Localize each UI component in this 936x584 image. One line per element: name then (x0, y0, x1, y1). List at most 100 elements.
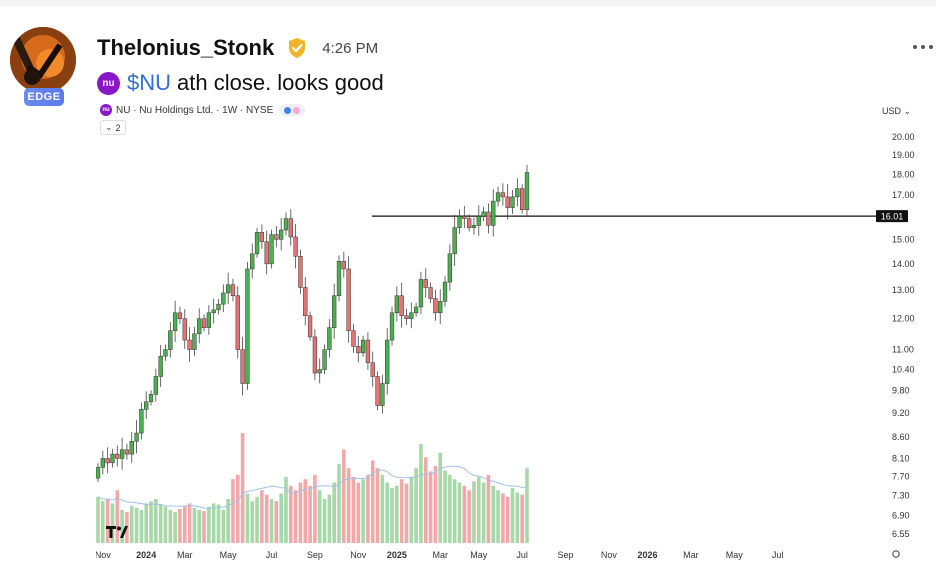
volume-bar (317, 490, 322, 543)
candle-body (163, 349, 168, 357)
tradingview-logo-icon (106, 526, 128, 538)
post-body: nu $NU ath close. looks good (97, 68, 384, 98)
indicator-dot-icon (293, 106, 301, 114)
volume-bar (298, 482, 303, 543)
volume-bar (525, 468, 529, 543)
candle-body (134, 432, 139, 442)
currency-selector[interactable]: USD ⌄ (882, 106, 911, 117)
candle-body (307, 315, 313, 338)
chart-settings-icon[interactable] (892, 550, 900, 558)
volume-bar (510, 488, 515, 543)
candle-body (264, 241, 269, 265)
volume-bar (134, 507, 139, 543)
candle-body (250, 253, 255, 270)
y-axis-tick-label: 11.00 (892, 345, 914, 355)
volume-bar (129, 505, 134, 543)
candle-body (240, 349, 245, 384)
post-timestamp[interactable]: 4:26 PM (322, 39, 379, 57)
volume-average-line (97, 465, 528, 509)
candle-body (230, 284, 236, 296)
volume-bar (472, 481, 476, 543)
candle-body (471, 225, 477, 228)
volume-bar (428, 471, 433, 543)
y-axis-tick-label: 15.00 (892, 234, 915, 244)
candle-body (187, 339, 192, 350)
volume-bar (101, 501, 105, 543)
candle-body (365, 339, 371, 364)
user-avatar[interactable] (10, 27, 76, 93)
chart-image[interactable]: 16.01 20.00 19.00 18.00 17.00 15.00 14.00 13.00… (96, 100, 936, 570)
candle-body (327, 327, 332, 350)
candle-body (235, 295, 240, 350)
volume-bar (120, 510, 124, 543)
candle-body (158, 355, 163, 377)
volume-bar (361, 479, 365, 543)
candle-body (351, 330, 356, 347)
volume-bar (486, 474, 491, 543)
x-axis-tick-label: Nov (96, 550, 111, 560)
candle-body (491, 200, 496, 226)
volume-bar (255, 496, 259, 543)
volume-bar (279, 493, 283, 543)
candle-body (288, 218, 293, 238)
indicator-status-pill (279, 104, 306, 116)
candle-body (206, 312, 212, 328)
candle-body (254, 232, 260, 255)
currency-label: USD (882, 106, 902, 116)
volume-bar (269, 499, 274, 543)
chart-symbol-header: nu NU · Nu Holdings Ltd. · 1W · NYSE (100, 104, 306, 116)
candle-body (312, 336, 318, 374)
candle-body (211, 309, 216, 314)
volume-bar (380, 474, 385, 543)
volume-bar (192, 507, 197, 543)
volume-bar (264, 494, 269, 543)
volume-bar (443, 470, 447, 543)
nu-logo-icon: nu (97, 71, 120, 95)
x-axis-tick-label: Jul (266, 550, 278, 560)
y-axis-tick-label: 6.55 (892, 529, 910, 539)
volume-bar (211, 503, 216, 543)
volume-bar (187, 503, 192, 543)
indicator-dot-icon (284, 106, 292, 114)
candle-body (259, 232, 265, 242)
volume-bar (385, 482, 389, 543)
volume-bar (168, 510, 173, 543)
more-options-icon[interactable] (912, 42, 936, 52)
candle-body (404, 315, 409, 319)
volume-bar (390, 488, 394, 543)
candle-body (172, 312, 178, 331)
candle-body (524, 172, 530, 211)
volume-bar (438, 452, 443, 543)
chart-symbol-text: NU · Nu Holdings Ltd. · 1W · NYSE (116, 104, 274, 116)
candle-body (500, 192, 506, 198)
volume-bar (284, 477, 288, 543)
y-axis-tick-label: 17.00 (892, 190, 915, 200)
volume-bar (274, 501, 279, 543)
volume-bar (375, 468, 380, 543)
candle-body (221, 292, 226, 305)
volume-bar (356, 482, 361, 543)
x-axis-tick-label: Sep (558, 550, 574, 560)
avatar-image-icon (10, 27, 76, 93)
collapse-indicators-button[interactable]: ⌄ 2 (100, 120, 126, 135)
candle-body (520, 188, 525, 211)
candle-body (293, 236, 298, 257)
username-link[interactable]: Thelonius_Stonk (97, 35, 275, 60)
candle-body (399, 295, 404, 316)
candle-body (148, 394, 154, 403)
candle-body (283, 218, 289, 231)
candle-body (495, 192, 501, 202)
candle-body (115, 453, 120, 459)
post-header: Thelonius_Stonk 4:26 PM (97, 33, 378, 63)
candle-body (153, 376, 158, 395)
candle-body (129, 441, 134, 455)
candle-body (457, 216, 462, 228)
candle-body (322, 349, 327, 370)
candle-body (486, 211, 491, 226)
volume-bar (293, 490, 298, 543)
cashtag-link[interactable]: $NU (127, 70, 172, 95)
y-axis-tick-label: 12.00 (892, 314, 915, 324)
y-axis-tick-label: 10.40 (892, 365, 915, 375)
y-axis-tick-label: 9.80 (892, 386, 910, 396)
volume-bar (462, 485, 467, 543)
